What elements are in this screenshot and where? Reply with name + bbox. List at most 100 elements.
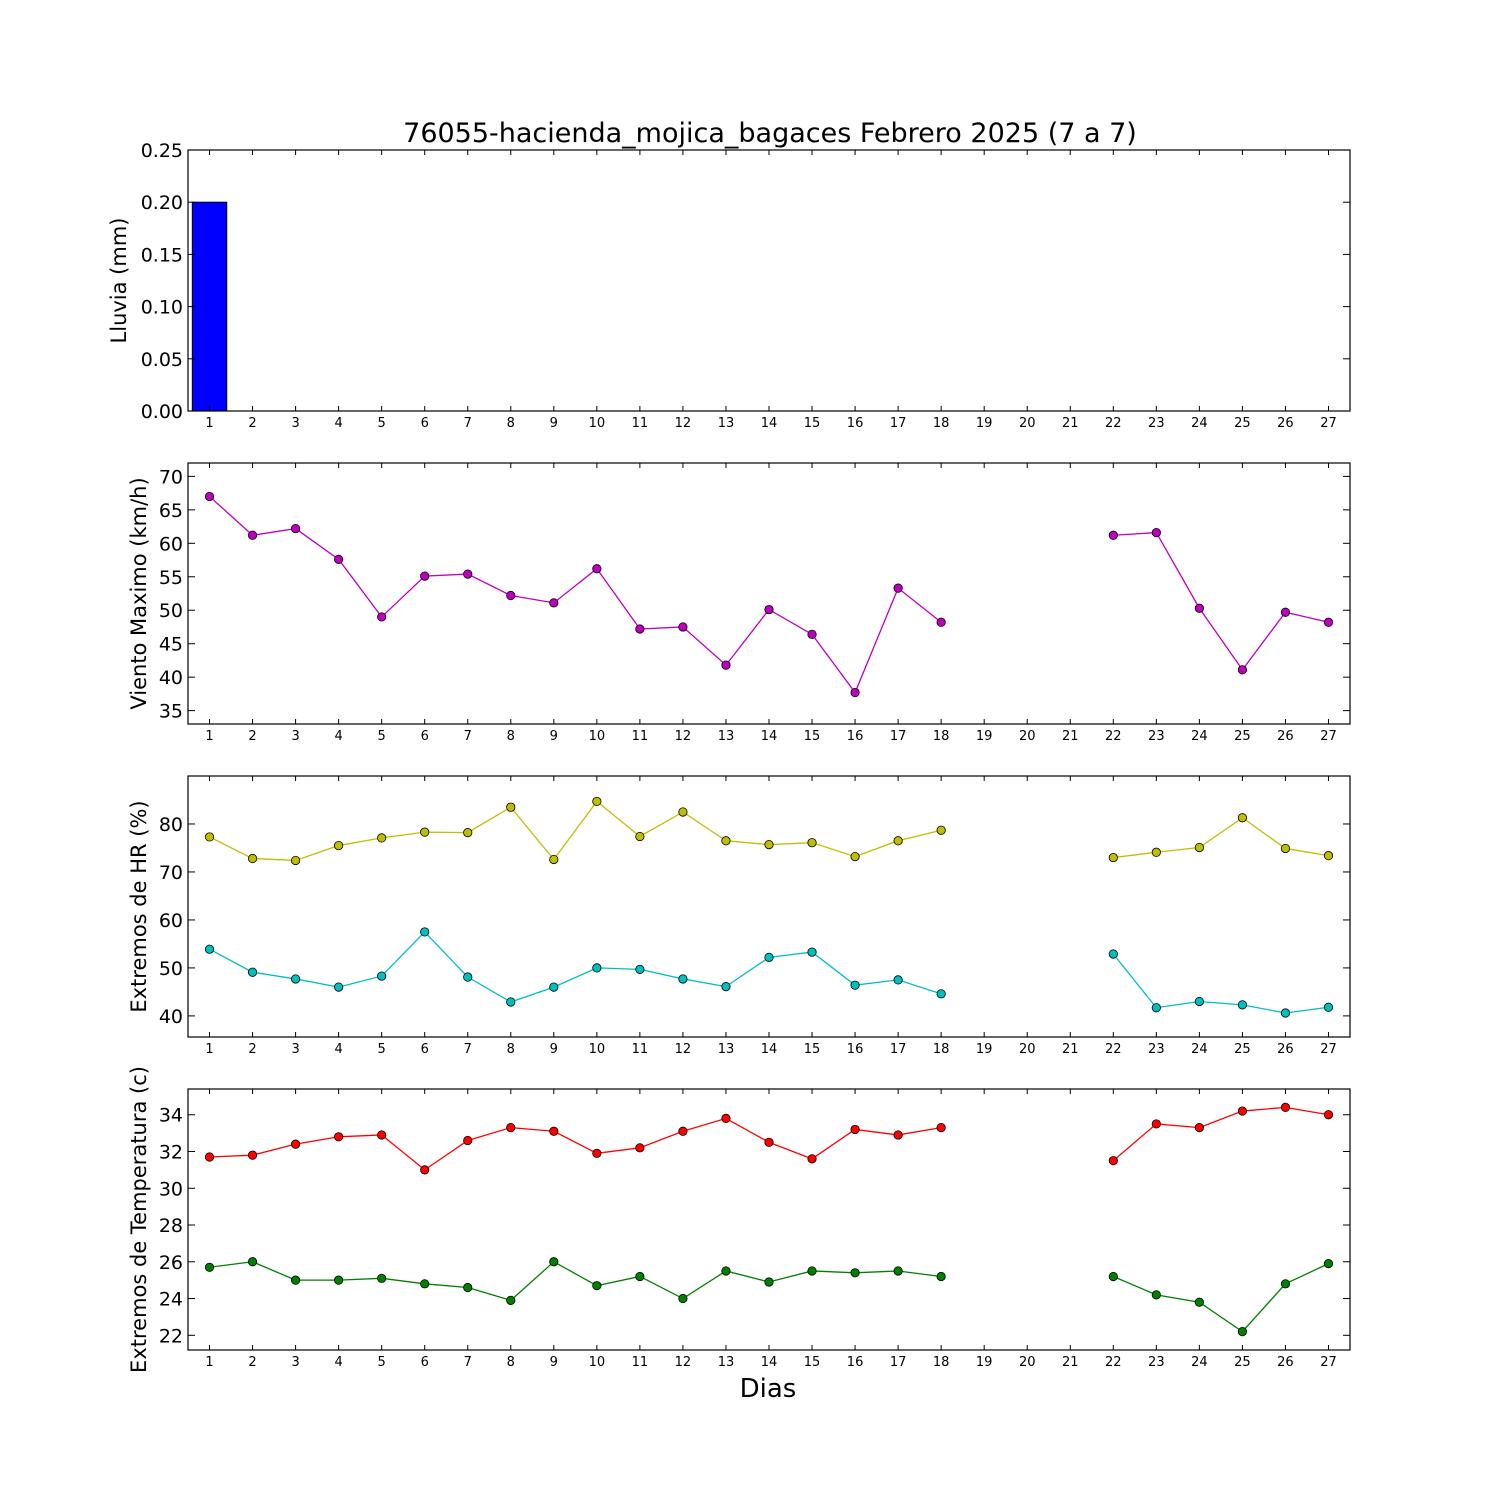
line-wind-s0-seg0 bbox=[209, 495, 942, 694]
point-hr-s1-7 bbox=[463, 972, 473, 982]
point-temp-s1-4 bbox=[334, 1275, 344, 1285]
xtick-label-wind-15: 15 bbox=[804, 729, 821, 744]
xtick-label-hr-3: 3 bbox=[291, 1042, 299, 1057]
xtick-label-rain-27: 27 bbox=[1320, 416, 1337, 431]
panel-temp: 1 2 3 4 5 6 7 8 9 10 11 12 13 14 15 16 17 18 19 20 21 22 23 24 2… bbox=[127, 1066, 1351, 1373]
xtick-label-hr-23: 23 bbox=[1148, 1042, 1165, 1057]
xtick-label-temp-9: 9 bbox=[550, 1355, 558, 1370]
xtick-label-temp-24: 24 bbox=[1191, 1355, 1208, 1370]
point-temp-s1-25 bbox=[1237, 1327, 1248, 1337]
ytick-label-rain-2: 0.10 bbox=[141, 297, 183, 319]
point-hr-s0-6 bbox=[420, 827, 430, 837]
ytick-label-wind-2: 45 bbox=[159, 634, 183, 656]
line-temp-s0-seg1 bbox=[1112, 1106, 1329, 1162]
xtick-label-rain-15: 15 bbox=[804, 416, 821, 431]
xtick-label-wind-7: 7 bbox=[464, 729, 472, 744]
y-axis-label-rain: Lluvia (mm) bbox=[107, 218, 131, 344]
point-hr-s0-2 bbox=[247, 853, 258, 864]
xtick-label-wind-23: 23 bbox=[1148, 729, 1165, 744]
xtick-label-hr-9: 9 bbox=[550, 1042, 558, 1057]
line-hr-s1-seg0 bbox=[209, 930, 942, 1003]
point-hr-s1-5 bbox=[377, 971, 387, 981]
point-temp-s0-18 bbox=[936, 1122, 946, 1133]
point-wind-s0-3 bbox=[290, 523, 301, 534]
xtick-label-hr-5: 5 bbox=[378, 1042, 386, 1057]
line-temp-s1-seg1 bbox=[1113, 1263, 1329, 1333]
xtick-label-hr-22: 22 bbox=[1105, 1042, 1122, 1057]
xtick-label-temp-2: 2 bbox=[248, 1355, 256, 1370]
point-hr-s0-1 bbox=[204, 832, 215, 842]
point-temp-s1-13 bbox=[721, 1266, 731, 1276]
xtick-label-temp-8: 8 bbox=[507, 1355, 515, 1370]
point-hr-s0-23 bbox=[1151, 847, 1161, 857]
point-hr-s1-16 bbox=[850, 980, 860, 990]
point-hr-s1-6 bbox=[420, 927, 430, 937]
point-hr-s1-25 bbox=[1237, 1000, 1248, 1010]
point-wind-s0-12 bbox=[678, 622, 688, 632]
point-wind-s0-10 bbox=[592, 564, 602, 574]
ytick-label-hr-0: 40 bbox=[159, 1006, 183, 1028]
point-hr-s0-18 bbox=[936, 825, 946, 835]
ytick-label-rain-1: 0.05 bbox=[141, 349, 183, 371]
xtick-label-rain-21: 21 bbox=[1062, 416, 1079, 431]
xtick-label-wind-20: 20 bbox=[1019, 729, 1036, 744]
xtick-label-rain-4: 4 bbox=[334, 416, 342, 431]
point-hr-s0-15 bbox=[807, 838, 817, 848]
point-temp-s0-5 bbox=[377, 1130, 387, 1140]
point-temp-s1-11 bbox=[635, 1271, 645, 1282]
point-temp-s0-1 bbox=[204, 1152, 215, 1162]
y-axis-label-temp: Extremos de Temperatura (c) bbox=[127, 1066, 151, 1373]
xtick-label-wind-12: 12 bbox=[675, 729, 692, 744]
point-temp-s1-6 bbox=[420, 1279, 430, 1289]
ytick-label-temp-1: 24 bbox=[159, 1289, 183, 1311]
point-temp-s1-23 bbox=[1151, 1290, 1161, 1300]
chart-title: 76055-hacienda_mojica_bagaces Febrero 20… bbox=[403, 118, 1137, 149]
point-wind-s0-14 bbox=[764, 604, 774, 615]
point-temp-s1-10 bbox=[592, 1281, 602, 1291]
point-hr-s1-3 bbox=[290, 974, 301, 984]
xtick-label-wind-1: 1 bbox=[205, 729, 213, 744]
point-wind-s0-7 bbox=[463, 569, 473, 579]
point-hr-s0-11 bbox=[635, 831, 645, 842]
xtick-label-rain-11: 11 bbox=[632, 416, 649, 431]
xtick-label-temp-14: 14 bbox=[761, 1355, 778, 1370]
ytick-label-hr-1: 50 bbox=[159, 958, 183, 980]
ytick-label-hr-3: 70 bbox=[159, 862, 183, 884]
xtick-label-temp-21: 21 bbox=[1062, 1355, 1079, 1370]
point-temp-s1-24 bbox=[1194, 1297, 1204, 1307]
xtick-label-wind-4: 4 bbox=[334, 729, 342, 744]
xtick-label-hr-10: 10 bbox=[589, 1042, 606, 1057]
xtick-label-hr-14: 14 bbox=[761, 1042, 778, 1057]
point-temp-s0-10 bbox=[592, 1148, 602, 1158]
point-hr-s0-25 bbox=[1237, 813, 1248, 823]
point-hr-s1-10 bbox=[592, 963, 602, 973]
point-wind-s0-18 bbox=[936, 617, 946, 627]
xtick-label-temp-20: 20 bbox=[1019, 1355, 1036, 1370]
ytick-label-temp-0: 22 bbox=[159, 1325, 183, 1347]
point-temp-s1-5 bbox=[377, 1273, 387, 1283]
xtick-label-rain-17: 17 bbox=[890, 416, 907, 431]
point-wind-s0-17 bbox=[893, 583, 903, 593]
point-hr-s1-9 bbox=[549, 982, 559, 992]
point-temp-s0-24 bbox=[1194, 1122, 1204, 1133]
point-temp-s0-9 bbox=[549, 1126, 559, 1136]
point-wind-s0-27 bbox=[1323, 617, 1334, 627]
plot-frame-temp bbox=[187, 1088, 1351, 1351]
point-wind-s0-5 bbox=[377, 612, 387, 622]
ytick-label-temp-5: 32 bbox=[159, 1141, 183, 1163]
xtick-label-temp-17: 17 bbox=[890, 1355, 907, 1370]
point-temp-s1-16 bbox=[850, 1268, 860, 1278]
xtick-label-rain-24: 24 bbox=[1191, 416, 1208, 431]
ytick-label-temp-6: 34 bbox=[159, 1105, 183, 1127]
point-hr-s1-24 bbox=[1194, 996, 1204, 1007]
point-hr-s1-2 bbox=[247, 967, 258, 977]
ytick-label-rain-0: 0.00 bbox=[141, 401, 183, 423]
point-temp-s1-2 bbox=[247, 1257, 258, 1267]
xtick-label-rain-14: 14 bbox=[761, 416, 778, 431]
xtick-label-hr-11: 11 bbox=[632, 1042, 649, 1057]
xtick-label-rain-8: 8 bbox=[507, 416, 515, 431]
ytick-label-wind-6: 65 bbox=[159, 500, 183, 522]
point-temp-s0-17 bbox=[893, 1130, 903, 1140]
point-temp-s1-22 bbox=[1108, 1271, 1118, 1282]
xtick-label-temp-1: 1 bbox=[205, 1355, 213, 1370]
